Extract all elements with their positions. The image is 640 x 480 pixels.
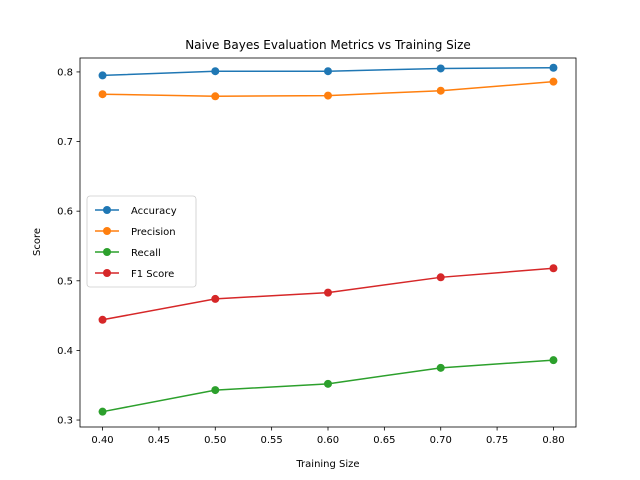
y-tick-label: 0.4 (57, 346, 73, 357)
data-point-accuracy (98, 71, 107, 80)
data-point-recall (211, 386, 220, 395)
y-tick-label: 0.6 (57, 207, 73, 218)
data-point-recall (549, 356, 558, 365)
x-tick-label: 0.50 (204, 435, 226, 446)
data-point-f1-score (324, 288, 332, 297)
x-axis-ticks: 0.40 0.45 0.50 0.55 0.60 0.65 0.70 0.75 0.80 (91, 427, 565, 446)
data-point-recall (324, 379, 332, 388)
data-point-precision (324, 91, 332, 100)
legend-label-recall: Recall (131, 248, 161, 259)
legend-swatch-marker-f1-score (103, 269, 111, 277)
data-point-precision (211, 92, 220, 101)
x-tick-label: 0.75 (486, 435, 508, 446)
x-tick-label: 0.60 (317, 435, 339, 446)
data-point-f1-score (436, 273, 445, 282)
data-point-recall (436, 363, 445, 372)
legend-swatch-marker-precision (103, 227, 111, 235)
x-tick-label: 0.65 (373, 435, 395, 446)
y-tick-label: 0.7 (57, 137, 73, 148)
series-layer (98, 63, 558, 416)
data-point-accuracy (211, 67, 220, 76)
x-tick-label: 0.40 (91, 435, 113, 446)
y-axis-ticks: 0.3 0.4 0.5 0.6 0.7 0.8 (57, 67, 80, 427)
legend: Accuracy Precision Recall F1 Score (86, 195, 197, 288)
legend-label-accuracy: Accuracy (131, 206, 177, 217)
legend-box (86, 195, 197, 288)
x-axis-label: Training Size (295, 459, 359, 470)
x-tick-label: 0.55 (261, 435, 283, 446)
legend-label-precision: Precision (131, 227, 176, 238)
data-point-accuracy (549, 63, 558, 72)
legend-label-f1-score: F1 Score (131, 269, 174, 280)
chart-title: Naive Bayes Evaluation Metrics vs Traini… (185, 38, 471, 52)
data-point-precision (98, 90, 107, 99)
plot-frame (79, 57, 577, 428)
x-tick-label: 0.70 (430, 435, 452, 446)
data-point-f1-score (211, 294, 220, 303)
data-point-recall (98, 407, 107, 416)
data-point-accuracy (324, 67, 332, 76)
legend-swatch-marker-accuracy (103, 206, 111, 214)
data-point-f1-score (98, 315, 107, 324)
data-point-f1-score (549, 264, 558, 273)
y-tick-label: 0.8 (57, 67, 73, 78)
y-tick-label: 0.3 (57, 416, 73, 427)
legend-swatch-marker-recall (103, 248, 111, 256)
y-axis-label: Score (32, 228, 43, 256)
data-point-precision (549, 77, 558, 86)
data-point-accuracy (436, 64, 445, 73)
y-tick-label: 0.5 (57, 276, 73, 287)
x-tick-label: 0.80 (542, 435, 564, 446)
x-tick-label: 0.45 (148, 435, 170, 446)
data-point-precision (436, 86, 445, 95)
